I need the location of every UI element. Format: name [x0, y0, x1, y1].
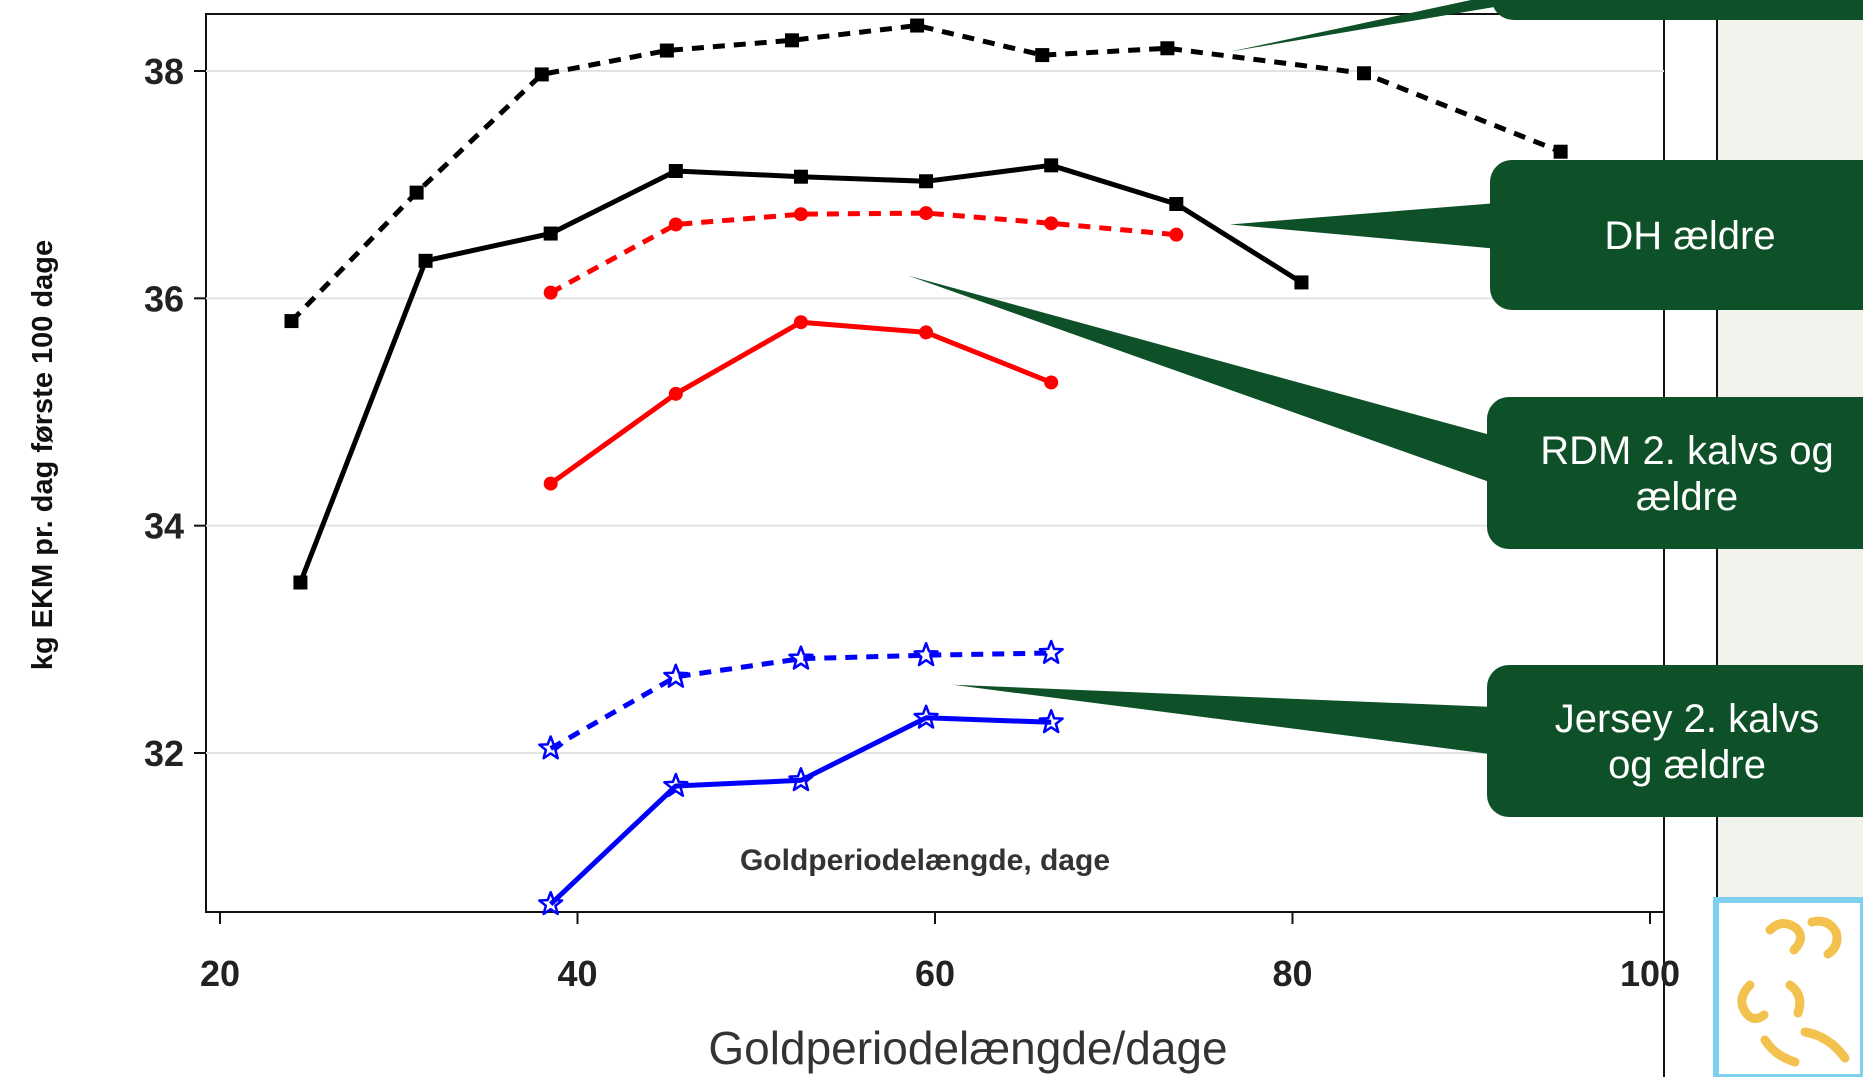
callout-box	[1490, 160, 1863, 310]
data-point	[1038, 709, 1064, 734]
series-line	[549, 650, 1052, 751]
series-0	[284, 18, 1568, 329]
data-point	[919, 325, 934, 340]
data-point	[919, 174, 934, 189]
series-5	[538, 704, 1064, 916]
series-3	[543, 315, 1059, 491]
series-4	[538, 639, 1064, 760]
data-point	[1044, 216, 1059, 231]
data-point	[1294, 275, 1309, 290]
data-point	[663, 772, 689, 797]
callout-pointer	[952, 684, 1507, 757]
axes: 32 34 36 38 20 40 60 80 100	[144, 51, 1680, 994]
data-point	[1553, 144, 1568, 159]
data-point	[418, 253, 433, 268]
y-tick-label: 34	[144, 506, 184, 547]
data-point	[293, 575, 308, 590]
y-tick-label: 36	[144, 278, 184, 319]
x-tick-label: 100	[1620, 953, 1680, 994]
series-line	[548, 715, 1052, 907]
series-2	[543, 206, 1184, 300]
data-point	[788, 767, 814, 792]
data-point	[1044, 158, 1059, 173]
x-tick-label: 20	[200, 953, 240, 994]
series-group	[284, 18, 1568, 916]
data-point	[1357, 66, 1371, 81]
data-point	[534, 67, 549, 82]
data-point	[668, 217, 683, 232]
data-point	[543, 226, 558, 241]
data-point	[659, 43, 674, 58]
x-tick-label: 40	[557, 953, 597, 994]
data-point	[788, 645, 814, 670]
data-point	[1044, 375, 1059, 390]
callout-text: DH ældre	[1604, 214, 1775, 258]
series-line	[549, 210, 1177, 295]
series-line	[298, 162, 1303, 584]
data-point	[668, 164, 683, 179]
callout-text: RDM 2. kalvs og	[1540, 429, 1833, 473]
y-tick-label: 38	[144, 51, 184, 92]
data-point	[543, 476, 558, 491]
data-point	[793, 207, 808, 222]
data-point	[785, 33, 799, 48]
callout-pointer	[908, 275, 1507, 489]
callout-box	[1487, 397, 1863, 549]
data-point	[1160, 41, 1175, 56]
data-point	[910, 18, 925, 33]
data-point	[1169, 227, 1184, 242]
callout-text: Jersey 2. kalvs	[1555, 697, 1820, 741]
callout-box	[1492, 0, 1863, 20]
y-axis-label: kg EKM pr. dag første 100 dage	[27, 240, 59, 670]
data-point	[668, 386, 683, 401]
series-line	[549, 319, 1053, 486]
grid-lines	[206, 70, 1664, 754]
data-point	[913, 704, 939, 729]
data-point	[663, 663, 689, 688]
data-point	[1038, 639, 1064, 664]
data-point	[793, 169, 808, 184]
callout-0	[1229, 0, 1863, 52]
inner-axis-label: Goldperiodelængde, dage	[740, 844, 1110, 877]
data-point	[1035, 48, 1050, 63]
callout-pointer	[1229, 202, 1510, 250]
data-point	[284, 314, 299, 329]
y-tick-label: 32	[144, 733, 184, 774]
data-point	[409, 185, 424, 200]
callout-text: ældre	[1636, 475, 1738, 519]
x-tick-label: 80	[1272, 953, 1312, 994]
data-point	[913, 641, 939, 667]
callout-pointer	[1229, 0, 1512, 52]
data-point	[538, 735, 564, 760]
data-point	[793, 315, 808, 330]
callout-box	[1487, 665, 1863, 817]
series-1	[293, 158, 1309, 590]
data-point	[919, 206, 934, 221]
x-tick-label: 60	[915, 953, 955, 994]
callout-text: og ældre	[1608, 743, 1766, 787]
x-axis-label: Goldperiodelængde/dage	[708, 1022, 1227, 1074]
cow-logo-icon	[1737, 916, 1850, 1067]
callout-1: DH ældre	[1229, 160, 1863, 310]
data-point	[538, 890, 564, 916]
data-point	[1169, 196, 1184, 211]
data-point	[543, 285, 558, 300]
logo	[1713, 897, 1863, 1077]
